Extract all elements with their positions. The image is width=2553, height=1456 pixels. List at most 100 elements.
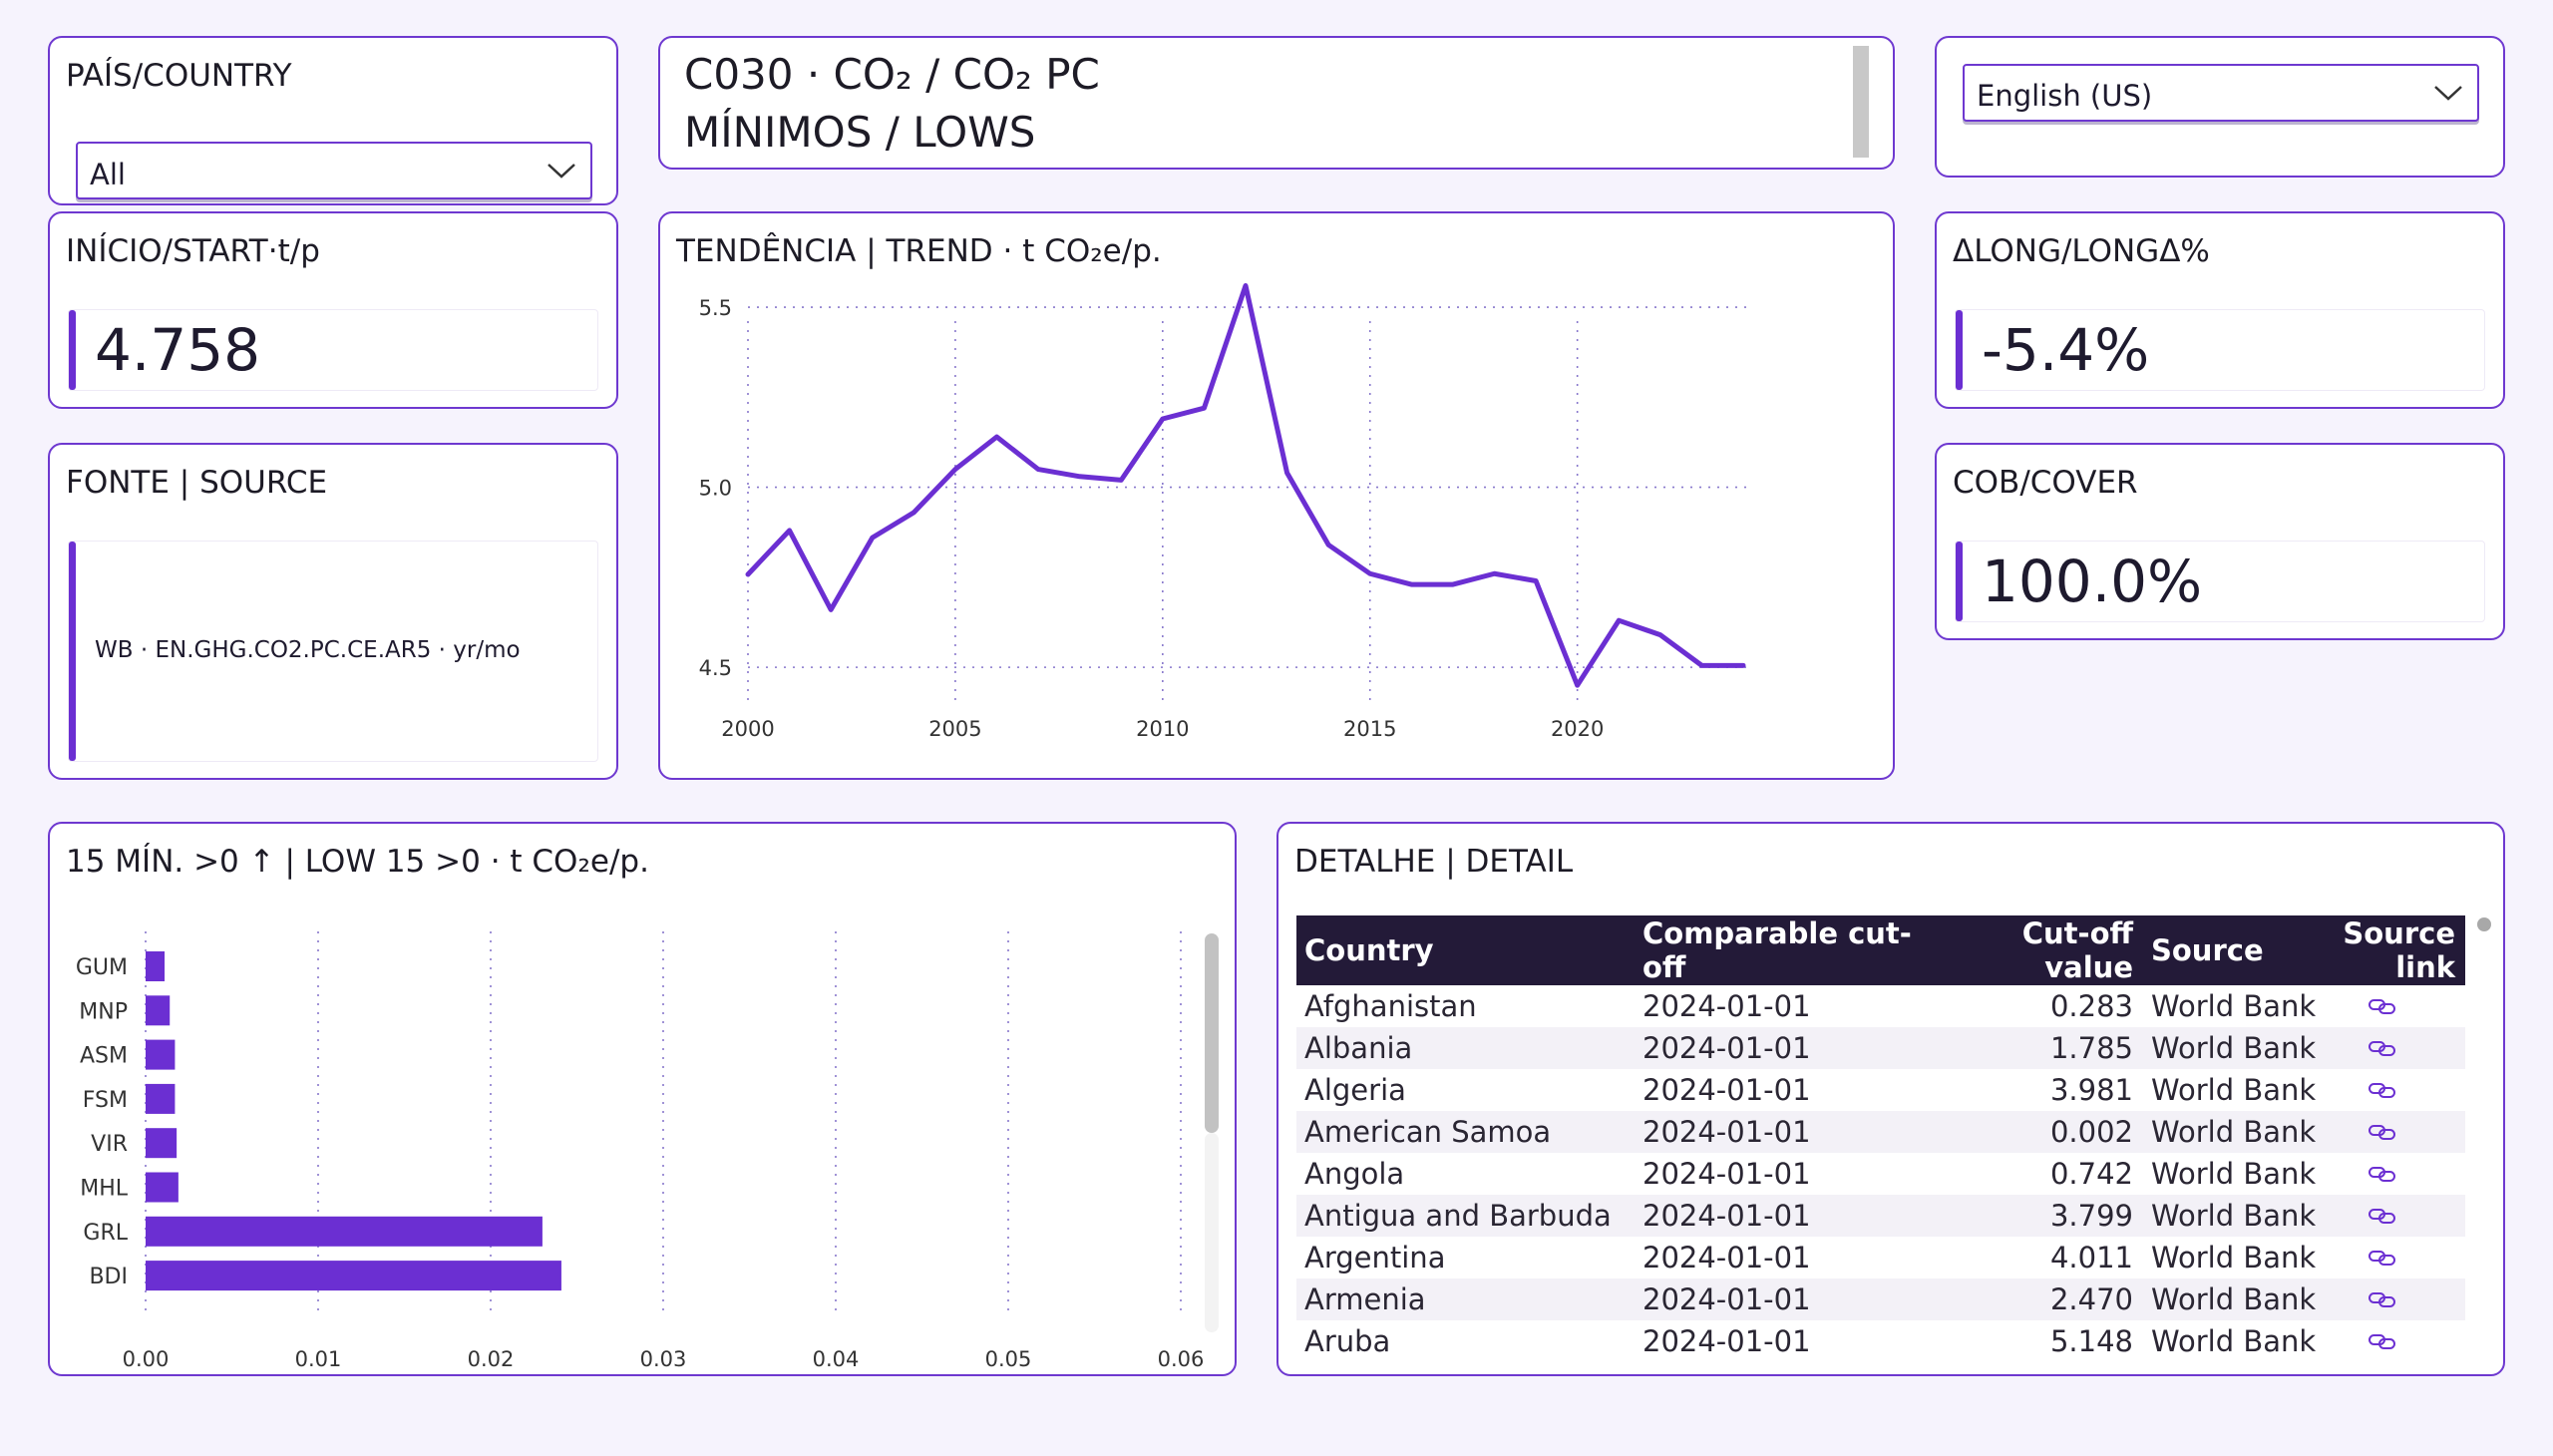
link-icon[interactable]	[2368, 996, 2397, 1016]
category-label: GUM	[76, 955, 128, 980]
cell-source: World Bank	[2151, 1241, 2317, 1274]
col-value[interactable]: Cut-off value	[2021, 916, 2133, 984]
table-row[interactable]: Algeria 2024-01-01 3.981 World Bank	[1296, 1069, 2465, 1111]
x-tick-label: 0.02	[468, 1347, 515, 1371]
table-row[interactable]: Antigua and Barbuda 2024-01-01 3.799 World …	[1296, 1195, 2465, 1237]
x-tick-label: 0.06	[1158, 1347, 1205, 1371]
cell-value: 2.470	[2049, 1282, 2133, 1316]
category-label: ASM	[80, 1044, 128, 1069]
cell-country: Albania	[1304, 1031, 1413, 1065]
table-row[interactable]: Albania 2024-01-01 1.785 World Bank	[1296, 1027, 2465, 1069]
language-dropdown-value: English (US)	[1977, 79, 2153, 113]
source-title: FONTE | SOURCE	[66, 465, 328, 501]
cell-source: World Bank	[2151, 1073, 2317, 1107]
cell-source: World Bank	[2151, 1157, 2317, 1191]
link-icon[interactable]	[2368, 1206, 2397, 1226]
bar-gum	[146, 951, 166, 981]
kpi-accent-bar	[69, 310, 76, 390]
chevron-down-icon	[547, 164, 575, 179]
col-source-link[interactable]: Source link	[2343, 916, 2455, 984]
cell-source: World Bank	[2151, 1199, 2317, 1233]
link-icon[interactable]	[2368, 1289, 2397, 1309]
link-icon[interactable]	[2368, 1164, 2397, 1184]
kpi-delta-box: -5.4%	[1955, 309, 2485, 391]
cell-country: Argentina	[1304, 1241, 1446, 1274]
link-icon[interactable]	[2368, 1122, 2397, 1142]
bar-vir	[146, 1128, 178, 1159]
source-link-cell	[2317, 1237, 2465, 1278]
cell-value: 0.002	[2049, 1115, 2133, 1149]
kpi-accent-bar	[1956, 310, 1963, 390]
bar-fsm	[146, 1083, 176, 1114]
cell-cutoff: 2024-01-01	[1642, 1241, 1811, 1274]
col-source[interactable]: Source	[2151, 933, 2264, 967]
bar-bdi	[146, 1261, 561, 1291]
country-dropdown[interactable]: All	[76, 142, 592, 199]
kpi-start-value: 4.758	[95, 316, 261, 384]
table-row[interactable]: Angola 2024-01-01 0.742 World Bank	[1296, 1153, 2465, 1195]
cell-value: 3.981	[2049, 1073, 2133, 1107]
x-tick-label: 2015	[1343, 717, 1396, 741]
kpi-delta-card: ΔLONG/LONGΔ% -5.4%	[1935, 211, 2505, 409]
lows-bar-chart: 0.00 0.01 0.02 0.03 0.04 0.05 0.06 GUM MNP ASM FSM…	[76, 931, 1205, 1371]
lows-scrollbar-track[interactable]	[1205, 933, 1219, 1133]
cell-value: 3.799	[2049, 1199, 2133, 1233]
source-link-cell	[2317, 1278, 2465, 1320]
kpi-cover-value: 100.0%	[1982, 547, 2203, 615]
trend-title: TENDÊNCIA | TREND · t CO₂e/p.	[676, 233, 1162, 269]
kpi-start-box: 4.758	[68, 309, 598, 391]
bar-mnp	[146, 995, 171, 1026]
x-tick-label: 0.04	[813, 1347, 860, 1371]
x-tick-label: 2000	[721, 717, 774, 741]
cell-value: 4.011	[2049, 1241, 2133, 1274]
source-box: WB · EN.GHG.CO2.PC.CE.AR5 · yr/mo	[68, 541, 598, 762]
country-dropdown-value: All	[90, 158, 126, 191]
source-accent-bar	[69, 542, 76, 761]
lows-title: 15 MÍN. >0 ↑ | LOW 15 >0 · t CO₂e/p.	[66, 844, 649, 880]
lows-scrollbar-rail[interactable]	[1205, 1133, 1219, 1332]
source-link-cell	[2317, 985, 2465, 1027]
cell-cutoff: 2024-01-01	[1642, 1157, 1811, 1191]
x-tick-label: 2020	[1551, 717, 1604, 741]
kpi-start-title: INÍCIO/START·t/p	[66, 233, 320, 269]
y-tick-label: 4.5	[699, 656, 732, 680]
category-label: MHL	[80, 1177, 129, 1202]
cell-source: World Bank	[2151, 1282, 2317, 1316]
table-row[interactable]: Armenia 2024-01-01 2.470 World Bank	[1296, 1278, 2465, 1320]
cell-value: 0.283	[2049, 989, 2133, 1023]
cell-cutoff: 2024-01-01	[1642, 1115, 1811, 1149]
category-label: BDI	[89, 1265, 128, 1289]
cell-country: Antigua and Barbuda	[1304, 1199, 1612, 1233]
kpi-cover-title: COB/COVER	[1953, 465, 2138, 501]
cell-country: Angola	[1304, 1157, 1405, 1191]
x-tick-label: 2010	[1136, 717, 1189, 741]
table-row[interactable]: Aruba 2024-01-01 5.148 World Bank	[1296, 1320, 2465, 1354]
cell-value: 1.785	[2049, 1031, 2133, 1065]
cell-country: Aruba	[1304, 1324, 1391, 1354]
table-row[interactable]: Argentina 2024-01-01 4.011 World Bank	[1296, 1237, 2465, 1278]
x-tick-label: 0.05	[985, 1347, 1032, 1371]
cell-cutoff: 2024-01-01	[1642, 1282, 1811, 1316]
table-row[interactable]: American Samoa 2024-01-01 0.002 World Bank	[1296, 1111, 2465, 1153]
source-card: FONTE | SOURCE WB · EN.GHG.CO2.PC.CE.AR5…	[48, 443, 618, 780]
cell-cutoff: 2024-01-01	[1642, 1199, 1811, 1233]
language-dropdown[interactable]: English (US)	[1963, 64, 2479, 122]
link-icon[interactable]	[2368, 1331, 2397, 1351]
cell-value: 0.742	[2049, 1157, 2133, 1191]
trend-series-line	[745, 282, 1746, 688]
col-cutoff[interactable]: Comparable cut-off	[1642, 916, 1912, 984]
col-country[interactable]: Country	[1304, 933, 1434, 967]
page-subtitle: MÍNIMOS / LOWS	[684, 108, 1036, 157]
header-scrollbar[interactable]	[1853, 46, 1869, 158]
detail-scrollbar-thumb[interactable]	[2477, 917, 2491, 931]
source-link-cell	[2317, 1069, 2465, 1111]
cell-country: Algeria	[1304, 1073, 1406, 1107]
table-row[interactable]: Afghanistan 2024-01-01 0.283 World Bank	[1296, 985, 2465, 1027]
link-icon[interactable]	[2368, 1038, 2397, 1058]
x-tick-label: 2005	[928, 717, 981, 741]
kpi-cover-box: 100.0%	[1955, 541, 2485, 622]
link-icon[interactable]	[2368, 1080, 2397, 1100]
link-icon[interactable]	[2368, 1248, 2397, 1268]
cell-source: World Bank	[2151, 1324, 2317, 1354]
lows-scrollbar-thumb[interactable]	[1205, 933, 1219, 1133]
